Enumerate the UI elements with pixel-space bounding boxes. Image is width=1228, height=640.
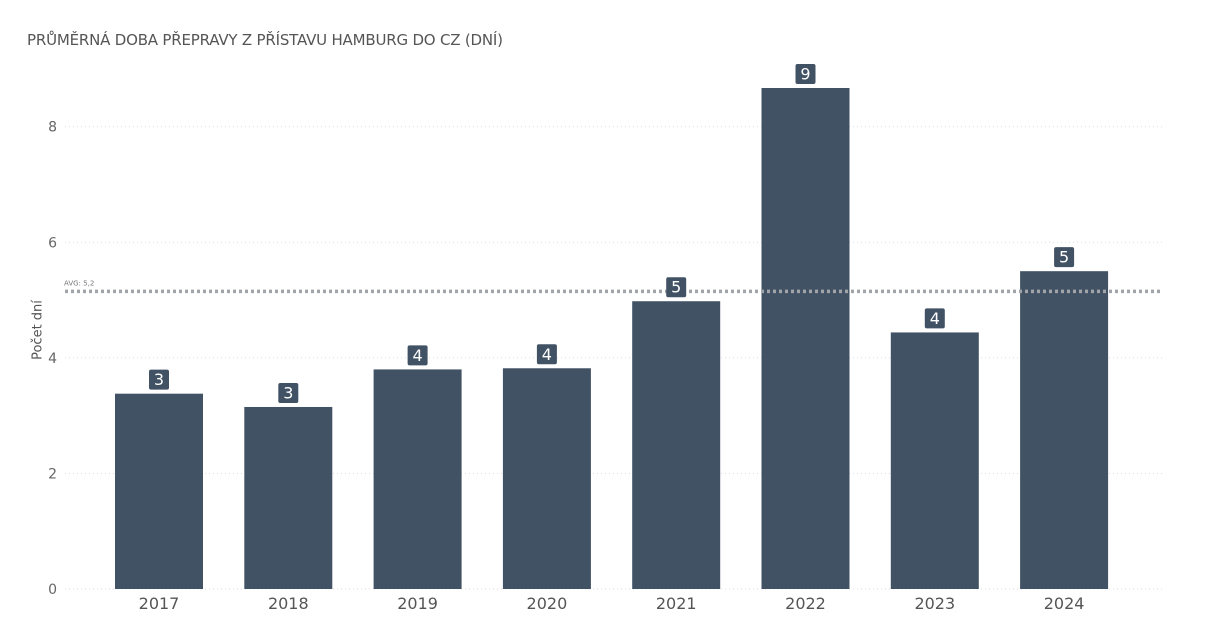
- x-tick-label: 2021: [656, 594, 697, 613]
- average-line-label: AVG: 5,2: [64, 279, 94, 287]
- bar: [1020, 271, 1109, 589]
- data-label-box: [149, 369, 169, 390]
- x-tick-label: 2019: [397, 594, 438, 613]
- data-label-box: [666, 277, 687, 298]
- data-label-box: [536, 344, 557, 365]
- data-label: 5: [1059, 248, 1069, 267]
- y-tick-label: 4: [48, 351, 57, 367]
- bar: [244, 406, 333, 589]
- data-label-box: [924, 308, 945, 329]
- data-label: 5: [671, 278, 681, 297]
- bar: [502, 368, 591, 589]
- bar: [115, 393, 203, 589]
- data-label: 4: [930, 309, 940, 328]
- data-label: 3: [154, 370, 164, 389]
- x-tick-label: 2024: [1044, 594, 1085, 613]
- data-label: 4: [413, 346, 423, 365]
- bar: [890, 332, 979, 589]
- data-label-box: [795, 64, 816, 85]
- x-tick-label: 2023: [914, 594, 955, 613]
- bar: [632, 301, 721, 589]
- data-label-box: [407, 345, 428, 366]
- bar: [761, 88, 850, 589]
- data-label: 9: [800, 65, 810, 84]
- y-tick-label: 6: [48, 235, 57, 251]
- x-tick-label: 2018: [268, 594, 309, 613]
- x-tick-label: 2017: [139, 594, 180, 613]
- x-tick-label: 2020: [527, 594, 568, 613]
- data-label-box: [278, 382, 299, 403]
- x-tick-label: 2022: [785, 594, 826, 613]
- data-label-box: [1054, 247, 1075, 268]
- y-tick-label: 0: [48, 582, 57, 598]
- chart-title: PRŮMĚRNÁ DOBA PŘEPRAVY Z PŘÍSTAVU HAMBUR…: [27, 31, 503, 49]
- bar: [373, 369, 462, 589]
- y-tick-label: 8: [48, 120, 57, 136]
- data-label: 3: [283, 383, 293, 402]
- data-label: 4: [542, 345, 552, 364]
- y-tick-label: 2: [48, 466, 57, 482]
